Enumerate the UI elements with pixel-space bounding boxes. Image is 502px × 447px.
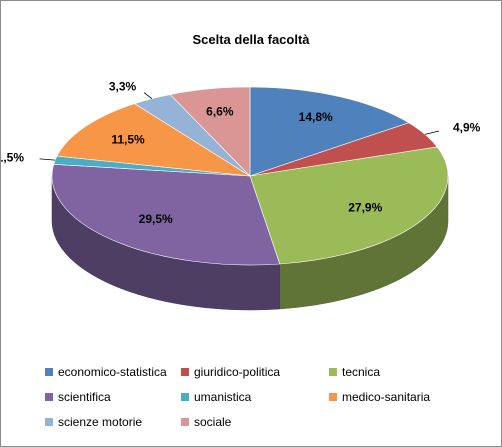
pie-slice-economico-statistica <box>249 86 410 177</box>
data-label-medico-sanitaria: 11,5% <box>111 132 145 146</box>
leader-line-scienze motorie <box>143 92 153 100</box>
data-labels: 14,8% 4,9% 27,9% 29,5% 1,5% 11,5% 3,3% 6,6% <box>1 79 481 226</box>
pie-slices <box>51 86 449 266</box>
pie-slice-scientifica <box>51 163 281 266</box>
leader-line-giuridico-politica <box>424 130 440 135</box>
data-label-giuridico-politica: 4,9% <box>453 121 481 135</box>
data-label-tecnica: 27,9% <box>348 200 382 214</box>
data-label-economico-statistica: 14,8% <box>299 110 333 124</box>
chart-title: Scelta della facoltà <box>192 32 310 47</box>
data-label-scienze motorie: 3,3% <box>109 79 137 93</box>
data-label-scientifica: 29,5% <box>139 212 173 226</box>
pie-slice-sociale <box>169 86 251 177</box>
leader-line-umanistica <box>39 158 56 161</box>
pie-slice-tecnica <box>249 146 449 265</box>
pie-slice-medico-sanitaria <box>56 103 251 177</box>
data-label-umanistica: 1,5% <box>1 151 24 165</box>
data-label-sociale: 6,6% <box>206 105 234 119</box>
